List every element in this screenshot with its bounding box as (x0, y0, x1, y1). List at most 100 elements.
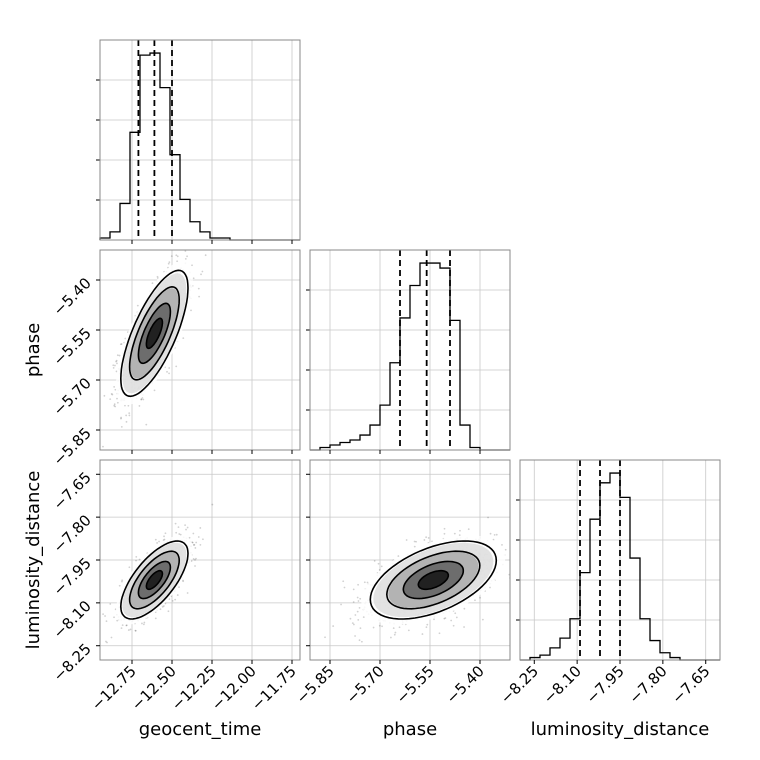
sample-point (443, 532, 446, 535)
sample-point (178, 586, 180, 588)
x-tick-label: −7.95 (583, 662, 628, 707)
sample-point (343, 586, 346, 589)
sample-point (109, 603, 112, 605)
sample-point (398, 626, 401, 629)
contour-line-1 (128, 550, 181, 610)
sample-point (154, 617, 157, 620)
sample-point (112, 366, 115, 369)
sample-point (444, 617, 447, 619)
density-phase-luminosity_distance (324, 516, 513, 643)
sample-point (125, 414, 128, 417)
contour-line-3 (145, 569, 164, 591)
sample-point (138, 558, 141, 561)
sample-point (115, 359, 118, 362)
sample-point (171, 599, 174, 602)
sample-point (120, 416, 122, 419)
sample-point (453, 532, 456, 535)
sample-point (190, 560, 193, 562)
sample-point (167, 610, 170, 613)
x-tick-label: −5.55 (393, 662, 438, 707)
sample-point (114, 388, 117, 391)
sample-point (426, 623, 429, 626)
sample-point (118, 354, 121, 357)
contour-line-3 (417, 569, 450, 591)
sample-point (176, 260, 179, 263)
sample-point (198, 295, 201, 298)
sample-point (103, 394, 106, 397)
x-tick-label: −7.80 (625, 662, 670, 707)
sample-point (120, 627, 123, 630)
x-tick-label: −5.70 (343, 662, 388, 707)
sample-point (105, 640, 107, 643)
sample-point (116, 397, 118, 400)
y-tick-label: −8.25 (50, 640, 95, 685)
sample-point (423, 539, 426, 541)
sample-point (366, 581, 369, 584)
sample-point (89, 410, 91, 412)
sample-point (138, 405, 141, 407)
sample-point (166, 370, 168, 373)
sample-point (113, 404, 116, 407)
sample-point (479, 596, 481, 599)
sample-point (114, 364, 116, 367)
sample-point (142, 623, 145, 626)
sample-point (197, 536, 200, 538)
sample-point (116, 401, 119, 404)
y-axis-label-luminosity_distance: luminosity_distance (23, 471, 44, 650)
sample-point (188, 536, 191, 539)
sample-point (511, 551, 513, 553)
sample-point (356, 610, 359, 613)
sample-point (104, 615, 106, 617)
sample-point (463, 607, 466, 610)
sample-point (102, 613, 104, 615)
sample-point (129, 453, 131, 455)
sample-point (168, 367, 171, 369)
sample-point (184, 250, 187, 252)
sample-point (495, 533, 498, 536)
sample-point (175, 254, 178, 257)
contour-line-0 (119, 540, 189, 620)
sample-point (380, 565, 383, 568)
sample-point (163, 535, 165, 538)
y-axis-label-phase: phase (23, 323, 44, 377)
histogram-geocent_time (99, 52, 300, 241)
sample-point (199, 543, 202, 546)
sample-point (407, 629, 410, 632)
sample-point (185, 528, 187, 531)
sample-point (135, 559, 137, 562)
sample-point (199, 527, 202, 529)
sample-point (194, 559, 196, 561)
sample-point (450, 619, 453, 622)
sample-point (113, 385, 116, 388)
sample-point (352, 588, 355, 591)
sample-point (182, 580, 185, 583)
contour-line-2 (137, 302, 172, 365)
sample-point (174, 598, 177, 601)
sample-point (421, 633, 424, 635)
sample-point (109, 398, 112, 401)
sample-point (357, 618, 360, 621)
sample-point (162, 605, 165, 607)
sample-point (179, 533, 182, 536)
density-geocent_time-luminosity_distance (102, 503, 214, 644)
sample-point (116, 362, 118, 365)
sample-point (191, 264, 193, 267)
sample-point (397, 555, 400, 557)
sample-point (501, 543, 503, 546)
sample-point (202, 538, 204, 541)
sample-point (359, 627, 362, 630)
sample-point (156, 275, 159, 278)
x-tick-label: −8.25 (497, 662, 542, 707)
sample-point (356, 596, 359, 599)
sample-point (415, 540, 417, 543)
sample-point (125, 624, 128, 627)
sample-point (125, 624, 128, 627)
sample-point (359, 597, 362, 600)
sample-point (195, 557, 197, 560)
sample-point (140, 398, 143, 401)
sample-point (175, 365, 178, 368)
sample-point (362, 616, 365, 619)
sample-point (390, 636, 392, 639)
sample-point (454, 612, 457, 615)
sample-point (105, 620, 108, 623)
